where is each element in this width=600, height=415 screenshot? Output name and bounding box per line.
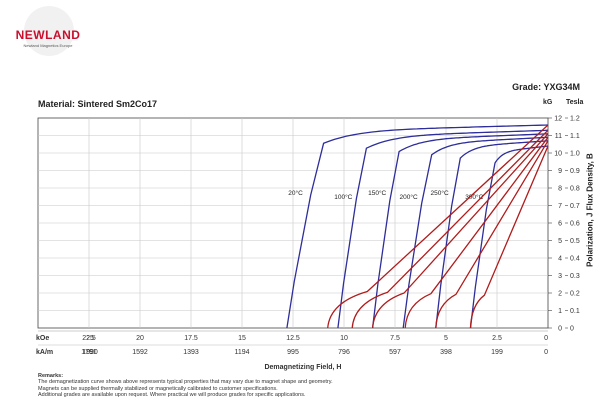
- remarks-line: Additional grades are available upon req…: [38, 392, 306, 399]
- y-tick-label-tesla: 0.7: [570, 203, 580, 210]
- remarks-line: The demagnetization curve shows above re…: [38, 379, 333, 386]
- x-tick-label-kam: 796: [338, 349, 350, 356]
- x-tick-label-koe: 17.5: [184, 335, 198, 342]
- curve-temperature-label: 250°C: [431, 189, 449, 197]
- y-tick-label-kg: 5: [558, 238, 562, 245]
- x-tick-label-koe: 15: [238, 335, 246, 342]
- logo-subtext: Newland Magnetics Europe: [23, 43, 73, 48]
- y-tick-label-tesla: 0.5: [570, 238, 580, 245]
- x-axis-label: Demagnetizing Field, H: [264, 364, 341, 371]
- y-tick-label-kg: 4: [558, 256, 562, 263]
- x-tick-label-kam: 1990: [82, 349, 98, 356]
- x-tick-label-kam: 1393: [183, 349, 199, 356]
- curve-temperature-label: 200°C: [400, 193, 418, 201]
- polarization-curve: [286, 124, 549, 329]
- flux-density-curve: [327, 124, 549, 329]
- x-tick-label-kam: 1194: [234, 349, 249, 356]
- x-tick-label-kam: 199: [491, 349, 503, 356]
- polarization-curve: [469, 145, 549, 329]
- x-tick-label-koe: 22.5: [82, 335, 96, 342]
- y-unit-tesla: Tesla: [566, 99, 584, 106]
- x-tick-label-koe: 25: [86, 335, 94, 342]
- flux-density-curve: [404, 136, 549, 329]
- x-tick-label-koe: 0: [544, 335, 548, 342]
- y-tick-label-kg: 2: [558, 291, 562, 298]
- y-tick-label-tesla: 0: [570, 326, 574, 333]
- flux-density-curve: [351, 129, 549, 329]
- x-tick-label-kam: 1791: [81, 349, 97, 356]
- flux-density-curve: [435, 140, 549, 329]
- y-tick-label-kg: 9: [558, 168, 562, 175]
- x-unit-koe: kOe: [36, 335, 49, 342]
- y-tick-label-tesla: 0.2: [570, 291, 580, 298]
- x-tick-label-kam: 995: [287, 349, 299, 356]
- flux-density-curve: [371, 133, 549, 329]
- curve-temperature-label: 20°C: [288, 189, 303, 197]
- grade-label: Grade: YXG34M: [512, 82, 580, 92]
- curve-temperature-label: 100°C: [334, 193, 352, 201]
- polarization-curve: [402, 136, 549, 329]
- y-tick-label-tesla: 1.0: [570, 151, 580, 158]
- polarization-curve: [371, 133, 549, 329]
- x-unit-kam: kA/m: [36, 349, 53, 356]
- x-tick-label-koe: 7.5: [390, 335, 400, 342]
- flux-density-curve: [469, 145, 549, 329]
- remarks-line: Magnets can be supplied thermally stabil…: [38, 385, 278, 392]
- y-tick-label-kg: 10: [554, 151, 562, 158]
- y-tick-label-tesla: 0.6: [570, 221, 580, 228]
- y-tick-label-kg: 7: [558, 203, 562, 210]
- x-tick-label-kam: 0: [544, 349, 548, 356]
- remarks-title: Remarks:: [38, 373, 64, 379]
- curve-temperature-label: 150°C: [368, 189, 386, 197]
- y-tick-label-kg: 12: [554, 116, 562, 123]
- y-tick-label-tesla: 0.8: [570, 186, 580, 193]
- newland-logo: NEWLAND Newland Magnetics Europe: [8, 6, 88, 64]
- logo-ring: [24, 6, 74, 56]
- y-tick-label-kg: 11: [555, 133, 562, 140]
- y-tick-label-kg: 6: [558, 221, 562, 228]
- x-tick-label-koe: 2.5: [492, 335, 502, 342]
- x-tick-label-kam: 398: [440, 349, 452, 356]
- y-tick-label-tesla: 1.2: [570, 116, 580, 123]
- x-tick-label-kam: 1592: [132, 349, 148, 356]
- polarization-curve: [337, 129, 549, 329]
- x-tick-label-koe: 12.5: [286, 335, 300, 342]
- y-tick-label-kg: 8: [558, 186, 562, 193]
- y-tick-label-tesla: 0.9: [570, 168, 580, 175]
- x-tick-label-koe: 10: [340, 335, 348, 342]
- x-tick-label-koe: 5: [444, 335, 448, 342]
- y-tick-label-tesla: 0.4: [570, 256, 580, 263]
- y-tick-label-tesla: 1.1: [570, 133, 580, 140]
- y-tick-label-kg: 3: [558, 273, 562, 280]
- x-tick-label-kam: 597: [389, 349, 401, 356]
- material-label: Material: Sintered Sm2Co17: [38, 99, 158, 109]
- remarks: Remarks: The demagnetization curve shows…: [38, 373, 333, 399]
- curve-temperature-label: 300°C: [465, 193, 483, 201]
- y-tick-label-tesla: 0.1: [570, 308, 580, 315]
- x-tick-label-koe: 20: [136, 335, 144, 342]
- y-tick-label-kg: 0: [558, 326, 562, 333]
- polarization-curve: [435, 140, 549, 329]
- y-unit-kg: kG: [543, 99, 553, 106]
- y-tick-label-tesla: 0.3: [570, 273, 580, 280]
- logo-text: NEWLAND: [15, 28, 81, 42]
- y-tick-label-kg: 1: [558, 308, 562, 315]
